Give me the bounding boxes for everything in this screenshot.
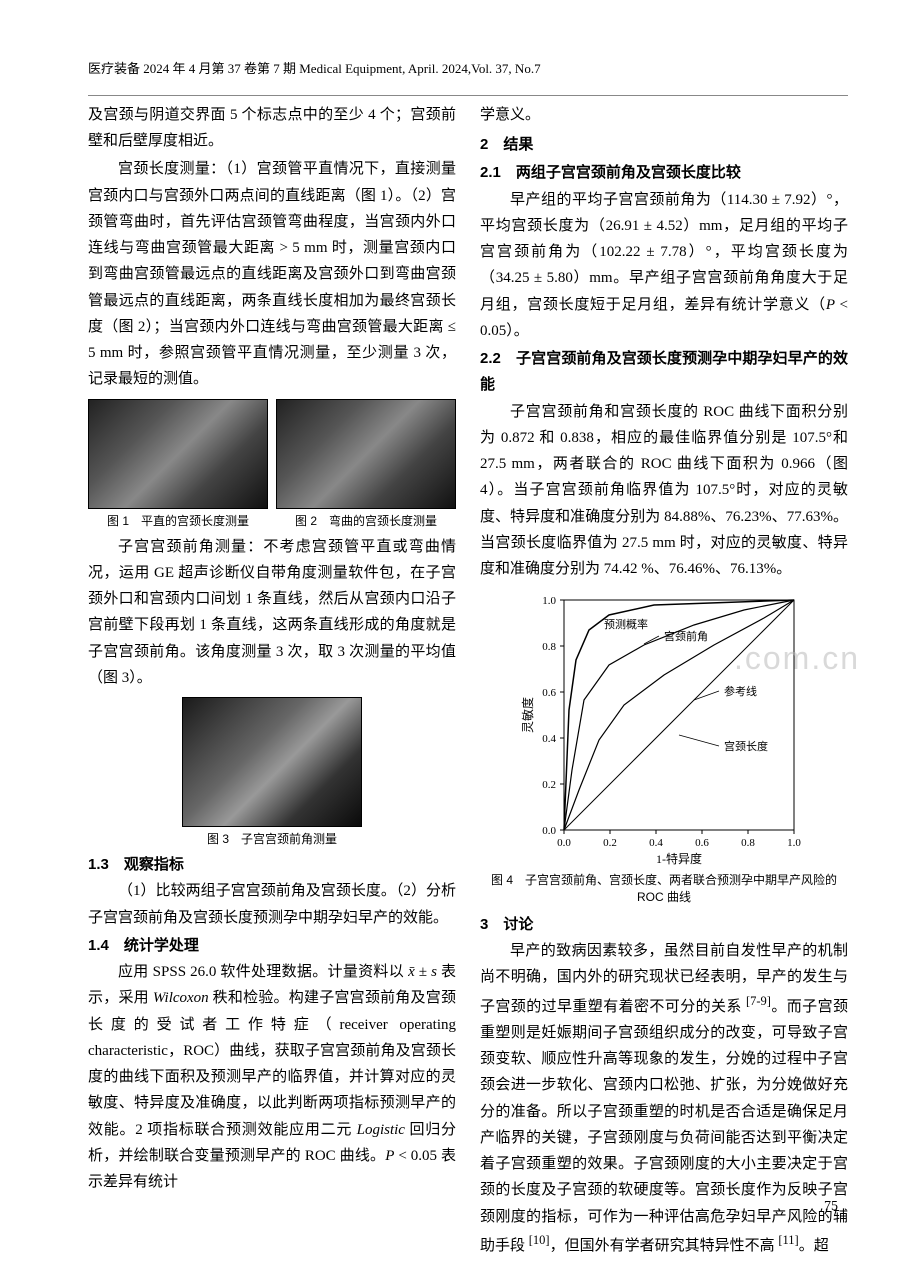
svg-text:0.6: 0.6 xyxy=(542,687,556,699)
t: 。而子宫颈重塑则是妊娠期间子宫颈组织成分的改变，可导致子宫颈变软、顺应性升高等现… xyxy=(480,999,848,1254)
header-text: 医疗装备 2024 年 4 月第 37 卷第 7 期 Medical Equip… xyxy=(88,61,541,76)
svg-text:0.4: 0.4 xyxy=(649,837,663,849)
wilcoxon: Wilcoxon xyxy=(153,990,209,1006)
para-discussion: 早产的致病因素较多，虽然目前自发性早产的机制尚不明确，国内外的研究现状已经表明，… xyxy=(480,938,848,1259)
svg-text:0.0: 0.0 xyxy=(542,825,556,837)
svg-text:1.0: 1.0 xyxy=(542,595,556,607)
section-2-1-title: 2.1 两组子宫宫颈前角及宫颈长度比较 xyxy=(480,160,848,186)
figure-3-caption: 图 3 子宫宫颈前角测量 xyxy=(88,829,456,850)
svg-text:0.8: 0.8 xyxy=(542,641,556,653)
para-stats: 应用 SPSS 26.0 软件处理数据。计量资料以 x̄ ± s 表示，采用 W… xyxy=(88,959,456,1195)
svg-text:0.0: 0.0 xyxy=(557,837,571,849)
legend-ref: 参考线 xyxy=(724,684,757,698)
para: 子宫宫颈前角测量：不考虑宫颈管平直或弯曲情况，运用 GE 超声诊断仪自带角度测量… xyxy=(88,534,456,692)
svg-text:0.2: 0.2 xyxy=(542,779,556,791)
para: 子宫宫颈前角和宫颈长度的 ROC 曲线下面积分别为 0.872 和 0.838，… xyxy=(480,399,848,583)
para: （1）比较两组子宫宫颈前角及宫颈长度。（2）分析子宫宫颈前角及宫颈长度预测孕中期… xyxy=(88,878,456,931)
svg-text:1.0: 1.0 xyxy=(787,837,801,849)
section-1-4-title: 1.4 统计学处理 xyxy=(88,933,456,959)
svg-text:0.6: 0.6 xyxy=(695,837,709,849)
para: 学意义。 xyxy=(480,102,848,128)
para: 早产组的平均子宫宫颈前角为（114.30 ± 7.92）°，平均宫颈长度为（26… xyxy=(480,187,848,345)
figure-1: 图 1 平直的宫颈长度测量 xyxy=(88,399,268,532)
svg-text:0.4: 0.4 xyxy=(542,733,556,745)
ref-7-9: [7-9] xyxy=(746,994,771,1008)
ultrasound-image-1 xyxy=(88,399,268,509)
left-column: 及宫颈与阴道交界面 5 个标志点中的至少 4 个；宫颈前壁和后壁厚度相近。 宫颈… xyxy=(88,102,456,1261)
para: 及宫颈与阴道交界面 5 个标志点中的至少 4 个；宫颈前壁和后壁厚度相近。 xyxy=(88,102,456,155)
right-column: 学意义。 2 结果 2.1 两组子宫宫颈前角及宫颈长度比较 早产组的平均子宫宫颈… xyxy=(480,102,848,1261)
p-value: P xyxy=(826,297,835,313)
t: 。超 xyxy=(799,1238,829,1254)
ultrasound-image-3 xyxy=(182,697,362,827)
figure-1-caption: 图 1 平直的宫颈长度测量 xyxy=(88,511,268,532)
header-rule xyxy=(88,95,848,96)
xbar-s: x̄ ± s xyxy=(408,964,437,980)
figure-4-caption: 图 4 子宫宫颈前角、宫颈长度、两者联合预测孕中期早产风险的 ROC 曲线 xyxy=(480,872,848,906)
section-1-3-title: 1.3 观察指标 xyxy=(88,852,456,878)
page-number: 75 xyxy=(824,1195,838,1220)
figure-row-1-2: 图 1 平直的宫颈长度测量 图 2 弯曲的宫颈长度测量 xyxy=(88,399,456,532)
t: 秩和检验。构建子宫宫颈前角及宫颈长度的受试者工作特症（receiver oper… xyxy=(88,990,456,1137)
section-2-title: 2 结果 xyxy=(480,132,848,158)
figure-2: 图 2 弯曲的宫颈长度测量 xyxy=(276,399,456,532)
section-2-2-title: 2.2 子宫宫颈前角及宫颈长度预测孕中期孕妇早产的效能 xyxy=(480,346,848,399)
logistic: Logistic xyxy=(357,1122,405,1138)
section-3-title: 3 讨论 xyxy=(480,912,848,938)
t: 应用 SPSS 26.0 软件处理数据。计量资料以 xyxy=(118,964,408,980)
para: 宫颈长度测量：（1）宫颈管平直情况下，直接测量宫颈内口与宫颈外口两点间的直线距离… xyxy=(88,156,456,392)
legend-length: 宫颈长度 xyxy=(724,739,768,753)
y-axis-label: 灵敏度 xyxy=(520,697,535,733)
t: 早产组的平均子宫宫颈前角为（114.30 ± 7.92）°，平均宫颈长度为（26… xyxy=(480,192,848,313)
figure-2-caption: 图 2 弯曲的宫颈长度测量 xyxy=(276,511,456,532)
svg-text:0.8: 0.8 xyxy=(741,837,755,849)
legend-angle: 宫颈前角 xyxy=(664,629,708,643)
two-column-content: 及宫颈与阴道交界面 5 个标志点中的至少 4 个；宫颈前壁和后壁厚度相近。 宫颈… xyxy=(88,102,848,1261)
figure-3: 图 3 子宫宫颈前角测量 xyxy=(88,697,456,850)
t: ，但国外有学者研究其特异性不高 xyxy=(550,1238,779,1254)
svg-text:0.2: 0.2 xyxy=(603,837,617,849)
legend-combined: 预测概率 xyxy=(604,617,648,631)
journal-header: 医疗装备 2024 年 4 月第 37 卷第 7 期 Medical Equip… xyxy=(88,58,848,81)
ultrasound-image-2 xyxy=(276,399,456,509)
x-axis-label: 1-特异度 xyxy=(656,851,702,866)
ref-10: [10] xyxy=(529,1233,550,1247)
ref-11: [11] xyxy=(778,1233,798,1247)
roc-chart: 预测概率 宫颈前角 参考线 宫颈长度 0.0 0.2 0.4 0.6 0.8 1.0 0.… xyxy=(514,590,814,870)
